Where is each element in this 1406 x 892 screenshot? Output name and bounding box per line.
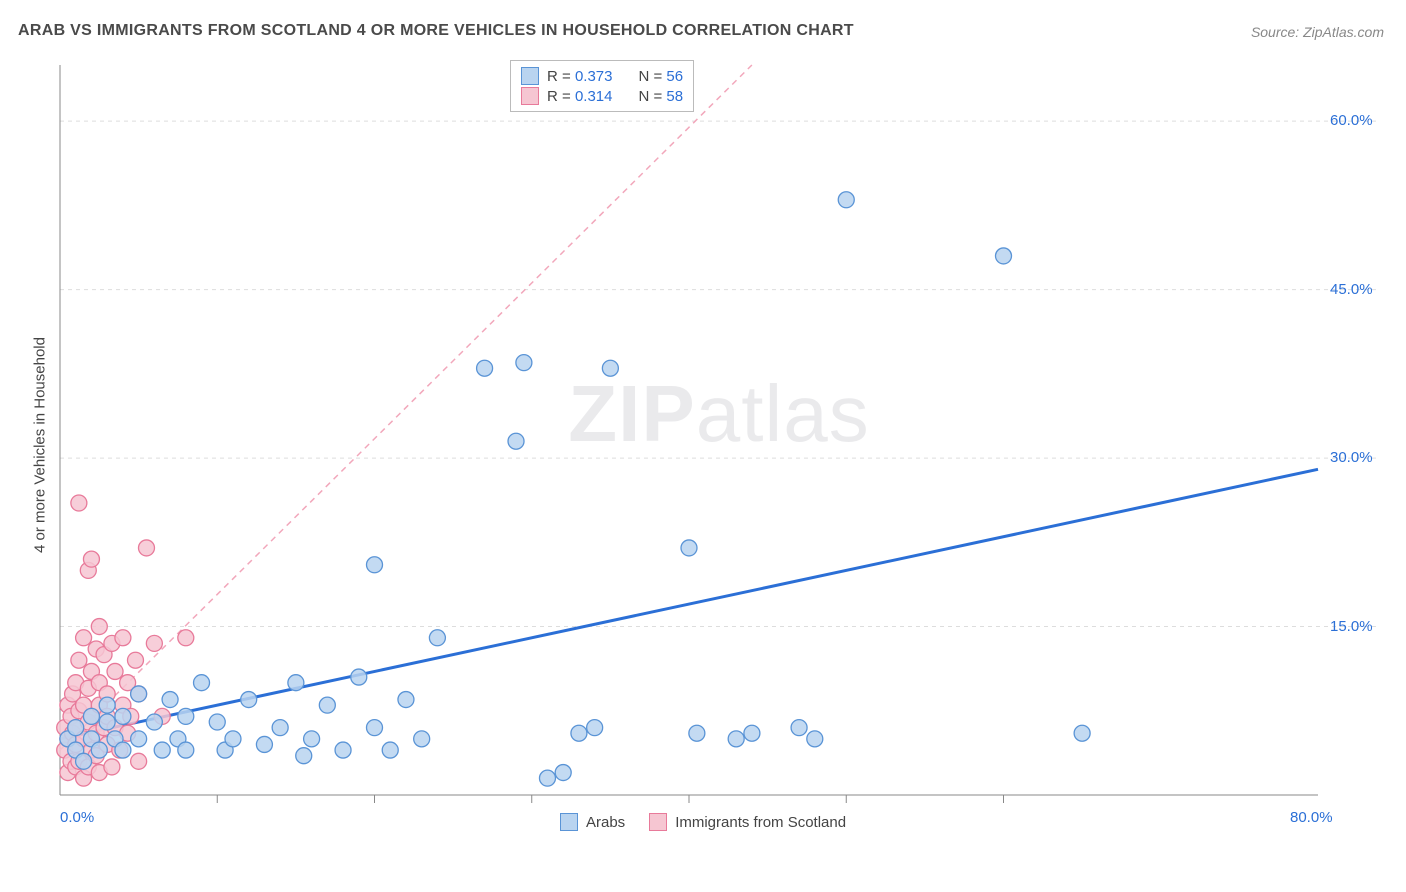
y-tick-label: 30.0% — [1330, 449, 1373, 466]
legend-row: R = 0.314 N = 58 — [521, 87, 683, 105]
source-label: Source: ZipAtlas.com — [1251, 24, 1384, 40]
legend-r-label: R = 0.314 — [547, 88, 612, 105]
legend-label: Arabs — [586, 814, 625, 831]
series-legend-item: Immigrants from Scotland — [649, 813, 846, 831]
x-tick-label: 0.0% — [60, 809, 94, 826]
chart-title: ARAB VS IMMIGRANTS FROM SCOTLAND 4 OR MO… — [18, 22, 854, 40]
y-tick-label: 15.0% — [1330, 618, 1373, 635]
chart-svg — [50, 55, 1388, 835]
series-legend-item: Arabs — [560, 813, 625, 831]
plot-area: 4 or more Vehicles in Household ZIPatlas… — [50, 55, 1388, 835]
legend-swatch — [560, 813, 578, 831]
legend-n-label: N = 56 — [638, 68, 683, 85]
legend-n-label: N = 58 — [638, 88, 683, 105]
legend-r-label: R = 0.373 — [547, 68, 612, 85]
legend-row: R = 0.373 N = 56 — [521, 67, 683, 85]
legend-label: Immigrants from Scotland — [675, 814, 846, 831]
series-legend: Arabs Immigrants from Scotland — [560, 813, 846, 831]
legend-swatch — [521, 67, 539, 85]
x-tick-label: 80.0% — [1290, 809, 1333, 826]
legend-swatch — [521, 87, 539, 105]
y-axis-label: 4 or more Vehicles in Household — [32, 337, 49, 553]
y-tick-label: 45.0% — [1330, 281, 1373, 298]
legend-swatch — [649, 813, 667, 831]
correlation-legend: R = 0.373 N = 56 R = 0.314 N = 58 — [510, 60, 694, 112]
chart-container: ARAB VS IMMIGRANTS FROM SCOTLAND 4 OR MO… — [0, 0, 1406, 892]
y-tick-label: 60.0% — [1330, 112, 1373, 129]
